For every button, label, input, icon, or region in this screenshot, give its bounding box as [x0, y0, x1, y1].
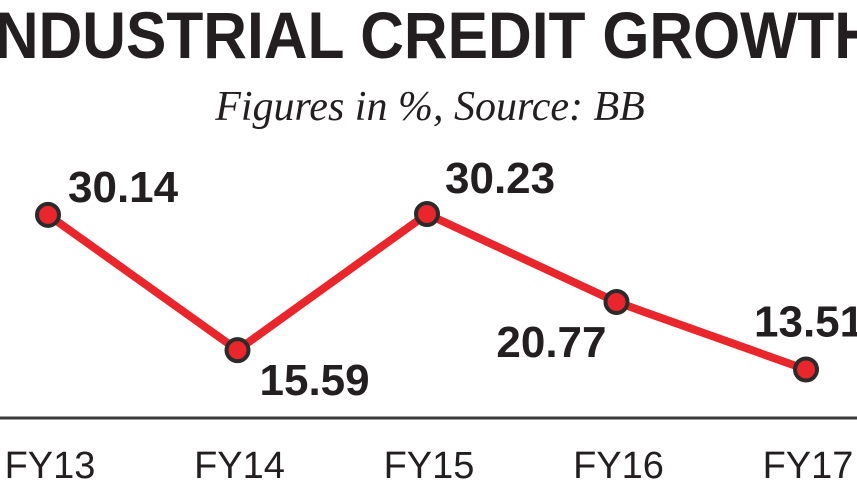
marker [603, 288, 630, 315]
data-label: 30.23 [445, 154, 555, 203]
data-label: 15.59 [260, 356, 370, 405]
x-tick-label: FY14 [194, 445, 285, 482]
x-tick-label: FY17 [763, 445, 854, 482]
x-tick-label: FY13 [5, 445, 96, 482]
x-tick-label: FY15 [384, 445, 475, 482]
marker [35, 201, 61, 228]
chart-subtitle: Figures in %, Source: BB [214, 84, 645, 130]
marker [793, 356, 819, 383]
x-tick-label: FY16 [573, 445, 664, 482]
chart-title: INDUSTRIAL CREDIT GROWTH [0, 0, 857, 72]
data-label: 20.77 [496, 318, 606, 367]
marker [224, 337, 251, 364]
line [45, 210, 808, 374]
marker [414, 201, 440, 227]
data-label: 13.51 [754, 297, 857, 346]
data-label: 30.14 [68, 163, 179, 212]
